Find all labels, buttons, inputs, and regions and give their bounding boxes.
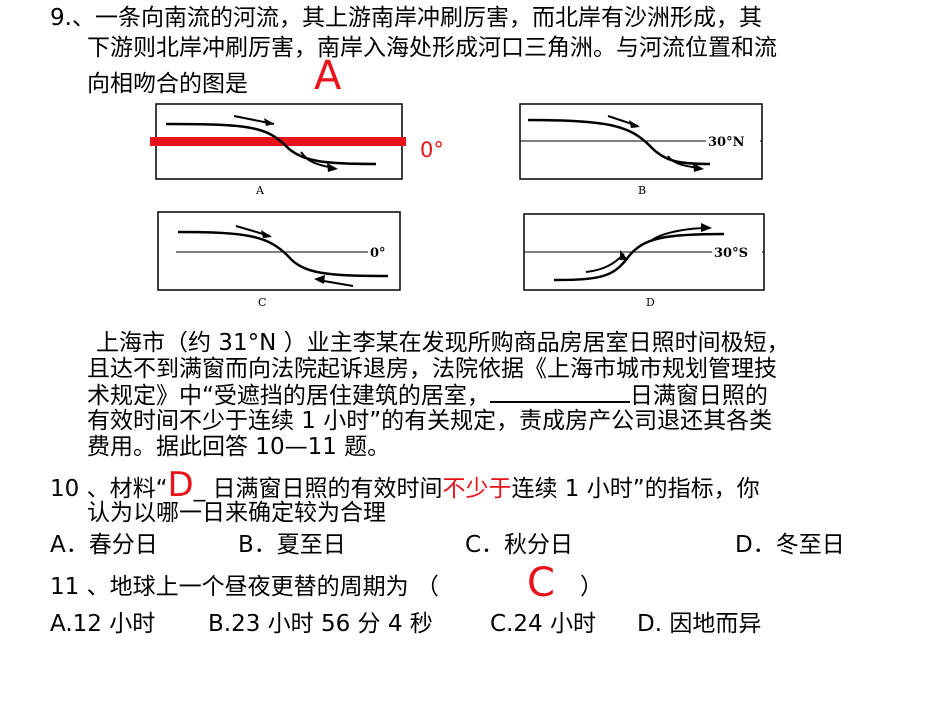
passage-line-5: 费用。据此回答 10—11 题。 [87,434,391,460]
q10-option-c: C．秋分日 [465,532,574,558]
river-d-path [553,232,725,282]
q10-suffix: 连续 1 小时”的指标，你 [511,476,760,502]
q10-underscore: _ [193,476,206,502]
q9-answer: A [314,53,342,99]
figure-b-latitude: 30°N [708,135,745,150]
river-a-path [165,122,377,166]
figure-c-latitude: 0° [370,246,386,261]
q11-answer: C [527,560,555,606]
figure-a: A [150,103,416,202]
figure-c-letter: C [258,296,266,309]
q11-option-c: C.24 小时 [490,611,596,637]
river-b-path [527,118,711,166]
q11-option-b: B.23 小时 56 分 4 秒 [208,611,433,637]
q10-line-1: 10 、材料“D_ 日满窗日照的有效时间不少于连续 1 小时”的指标，你 [50,468,760,503]
q11-line-1: 11 、地球上一个昼夜更替的周期为 （ [50,574,439,600]
equator-line-highlight [150,137,406,146]
figure-d: 30°S D [523,213,772,316]
q11-option-d: D. 因地而异 [637,611,762,637]
fill-in-blank [489,381,630,403]
figure-a-letter: A [255,184,265,197]
passage-line-2: 且达不到满窗而向法院起诉退房，法院依据《上海市城市规划管理技 [87,356,777,382]
passage-line-3: 术规定》中“受遮挡的居住建筑的居室， 日满窗日照的 [87,381,768,410]
q10-option-a: A．春分日 [50,532,158,558]
q10-prefix: 10 、材料“ [50,476,168,502]
q10-highlight: 不少于 [442,476,512,502]
q9-line-1: 9.、一条向南流的河流，其上游南岸冲刷厉害，而北岸有沙洲形成，其 [50,5,762,31]
figure-b: 30°N B [519,103,768,202]
q10-line-2: 认为以哪一日来确定较为合理 [87,500,386,526]
passage-line-1: 上海市（约 31°N ）业主李某在发现所购商品房居室日照时间极短， [96,330,790,356]
passage-line-3-end: 日满窗日照的 [629,383,768,409]
q11-option-a: A.12 小时 [50,611,156,637]
q9-line-3: 向相吻合的图是 [87,71,248,97]
river-c-path [177,230,389,278]
passage-line-3-start: 术规定》中“受遮挡的居住建筑的居室， [87,383,490,409]
figure-d-letter: D [646,296,655,309]
q11-close-paren: ） [580,574,603,600]
equator-label: 0° [420,138,444,162]
q10-mid: 日满窗日照的有效时间 [205,476,443,502]
figure-c: 0° C [157,211,406,314]
q10-option-d: D．冬至日 [735,532,845,558]
q9-line-2: 下游则北岸冲刷厉害，南岸入海处形成河口三角洲。与河流位置和流 [87,35,777,61]
figure-d-latitude: 30°S [714,246,748,261]
figure-b-letter: B [638,184,646,197]
passage-line-4: 有效时间不少于连续 1 小时”的有关规定，责成房产公司退还其各类 [87,408,773,434]
q10-option-b: B．夏至日 [238,532,346,558]
q10-answer: D [167,465,194,505]
